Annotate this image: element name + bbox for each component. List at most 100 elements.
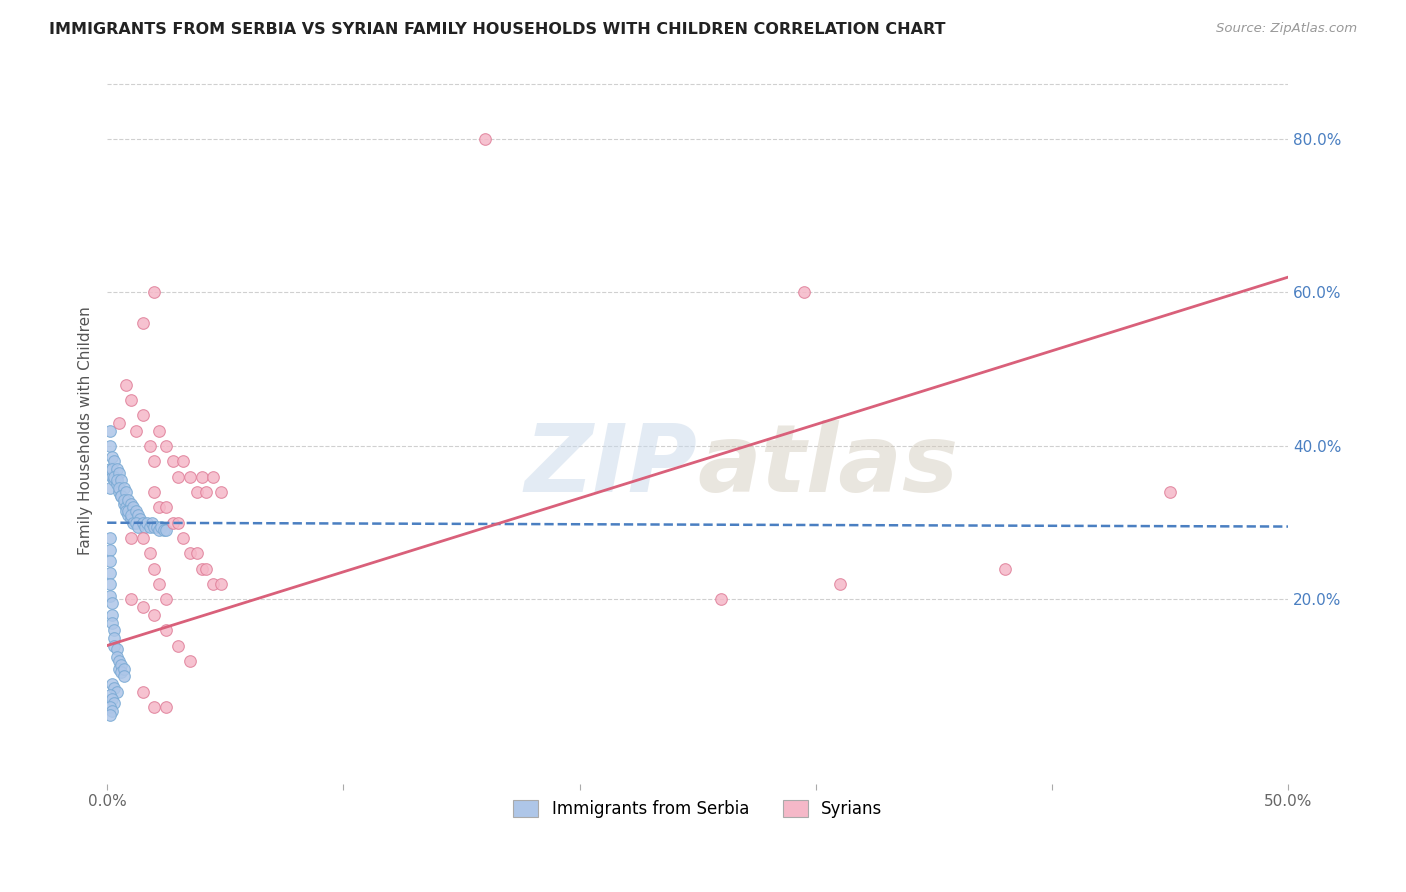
Point	[112, 496, 135, 510]
Point	[127, 508, 149, 522]
Point	[828, 577, 851, 591]
Point	[98, 462, 121, 476]
Point	[117, 504, 139, 518]
Point	[120, 392, 142, 407]
Point	[190, 562, 212, 576]
Point	[186, 485, 208, 500]
Point	[202, 469, 225, 483]
Point	[101, 607, 124, 622]
Point	[105, 462, 128, 476]
Point	[101, 469, 124, 483]
Point	[110, 665, 132, 680]
Point	[179, 469, 201, 483]
Point	[129, 512, 152, 526]
Point	[143, 454, 166, 468]
Point	[112, 492, 135, 507]
Point	[103, 681, 125, 695]
Point	[103, 631, 125, 645]
Point	[131, 316, 153, 330]
Point	[155, 524, 177, 538]
Point	[138, 439, 160, 453]
Point	[98, 707, 121, 722]
Point	[131, 531, 153, 545]
Point	[994, 562, 1017, 576]
Point	[143, 562, 166, 576]
Point	[117, 492, 139, 507]
Point	[120, 496, 142, 510]
Point	[150, 519, 173, 533]
Text: atlas: atlas	[697, 420, 959, 512]
Point	[143, 485, 166, 500]
Point	[110, 489, 132, 503]
Text: ZIP: ZIP	[524, 420, 697, 512]
Point	[167, 516, 190, 530]
Point	[101, 596, 124, 610]
Point	[155, 592, 177, 607]
Point	[120, 512, 142, 526]
Point	[148, 424, 170, 438]
Point	[103, 639, 125, 653]
Point	[112, 481, 135, 495]
Point	[209, 485, 232, 500]
Point	[101, 677, 124, 691]
Point	[98, 439, 121, 453]
Point	[131, 684, 153, 698]
Point	[124, 424, 146, 438]
Point	[179, 546, 201, 560]
Point	[124, 504, 146, 518]
Point	[112, 662, 135, 676]
Point	[117, 508, 139, 522]
Point	[143, 700, 166, 714]
Point	[120, 531, 142, 545]
Point	[98, 700, 121, 714]
Point	[127, 519, 149, 533]
Point	[115, 485, 138, 500]
Point	[138, 546, 160, 560]
Point	[98, 577, 121, 591]
Point	[103, 469, 125, 483]
Point	[167, 639, 190, 653]
Point	[195, 562, 218, 576]
Point	[108, 485, 131, 500]
Point	[710, 592, 733, 607]
Point	[103, 696, 125, 710]
Point	[195, 485, 218, 500]
Point	[115, 377, 138, 392]
Point	[153, 524, 176, 538]
Point	[136, 516, 159, 530]
Point	[167, 469, 190, 483]
Point	[148, 524, 170, 538]
Point	[105, 684, 128, 698]
Point	[155, 700, 177, 714]
Point	[793, 285, 815, 300]
Point	[103, 454, 125, 468]
Point	[108, 466, 131, 480]
Point	[209, 577, 232, 591]
Point	[101, 692, 124, 706]
Point	[162, 454, 184, 468]
Point	[101, 615, 124, 630]
Point	[98, 531, 121, 545]
Legend: Immigrants from Serbia, Syrians: Immigrants from Serbia, Syrians	[506, 793, 889, 825]
Point	[124, 516, 146, 530]
Point	[105, 474, 128, 488]
Point	[120, 592, 142, 607]
Point	[134, 519, 156, 533]
Point	[101, 704, 124, 718]
Point	[138, 519, 160, 533]
Point	[1159, 485, 1181, 500]
Point	[103, 474, 125, 488]
Point	[131, 516, 153, 530]
Point	[110, 489, 132, 503]
Point	[143, 519, 166, 533]
Point	[143, 607, 166, 622]
Text: IMMIGRANTS FROM SERBIA VS SYRIAN FAMILY HOUSEHOLDS WITH CHILDREN CORRELATION CHA: IMMIGRANTS FROM SERBIA VS SYRIAN FAMILY …	[49, 22, 946, 37]
Point	[98, 589, 121, 603]
Point	[98, 542, 121, 557]
Point	[474, 132, 496, 146]
Point	[108, 481, 131, 495]
Point	[105, 642, 128, 657]
Point	[122, 500, 145, 515]
Point	[115, 500, 138, 515]
Point	[141, 516, 163, 530]
